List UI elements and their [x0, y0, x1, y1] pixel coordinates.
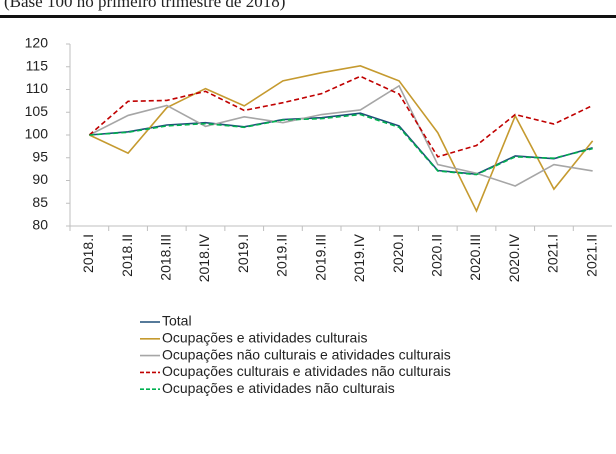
series-line — [89, 113, 593, 176]
x-tick-label: 2018.III — [157, 234, 173, 281]
x-tick-label: 2018.IV — [196, 233, 212, 282]
chart-subtitle: (Base 100 no primeiro trimestre de 2018) — [4, 0, 285, 11]
legend-label: Ocupações não culturais e atividades cul… — [162, 346, 451, 362]
y-tick-label: 105 — [25, 103, 49, 119]
x-tick-label: 2019.II — [274, 234, 290, 277]
y-tick-label: 85 — [32, 194, 48, 210]
x-tick-label: 2021.II — [583, 234, 599, 277]
series-line — [88, 75, 593, 158]
legend-label: Ocupações e atividades culturais — [162, 330, 367, 346]
x-tick-label: 2018.I — [80, 234, 96, 273]
title-rule — [0, 15, 616, 18]
x-tick-label: 2020.IV — [506, 233, 522, 282]
legend-label: Ocupações e atividades não culturais — [162, 380, 395, 396]
x-tick-label: 2018.II — [119, 234, 135, 277]
x-tick-label: 2020.II — [428, 234, 444, 277]
x-tick-label: 2019.III — [312, 234, 328, 281]
series-line — [88, 84, 593, 187]
y-tick-label: 90 — [32, 171, 48, 187]
y-tick-label: 100 — [25, 126, 49, 142]
legend-label: Ocupações culturais e atividades não cul… — [162, 363, 451, 379]
x-tick-label: 2021.I — [545, 234, 561, 273]
y-tick-label: 80 — [32, 217, 48, 233]
y-tick-label: 115 — [26, 57, 49, 73]
x-tick-label: 2019.I — [235, 234, 251, 273]
x-tick-label: 2019.IV — [351, 233, 367, 282]
series-line — [89, 112, 593, 175]
x-tick-label: 2020.III — [467, 234, 483, 281]
legend-label: Total — [162, 313, 192, 329]
y-tick-label: 110 — [26, 80, 49, 96]
y-tick-label: 95 — [32, 148, 48, 164]
y-tick-label: 120 — [25, 35, 49, 51]
x-tick-label: 2020.I — [390, 234, 406, 273]
series-line — [89, 65, 594, 213]
